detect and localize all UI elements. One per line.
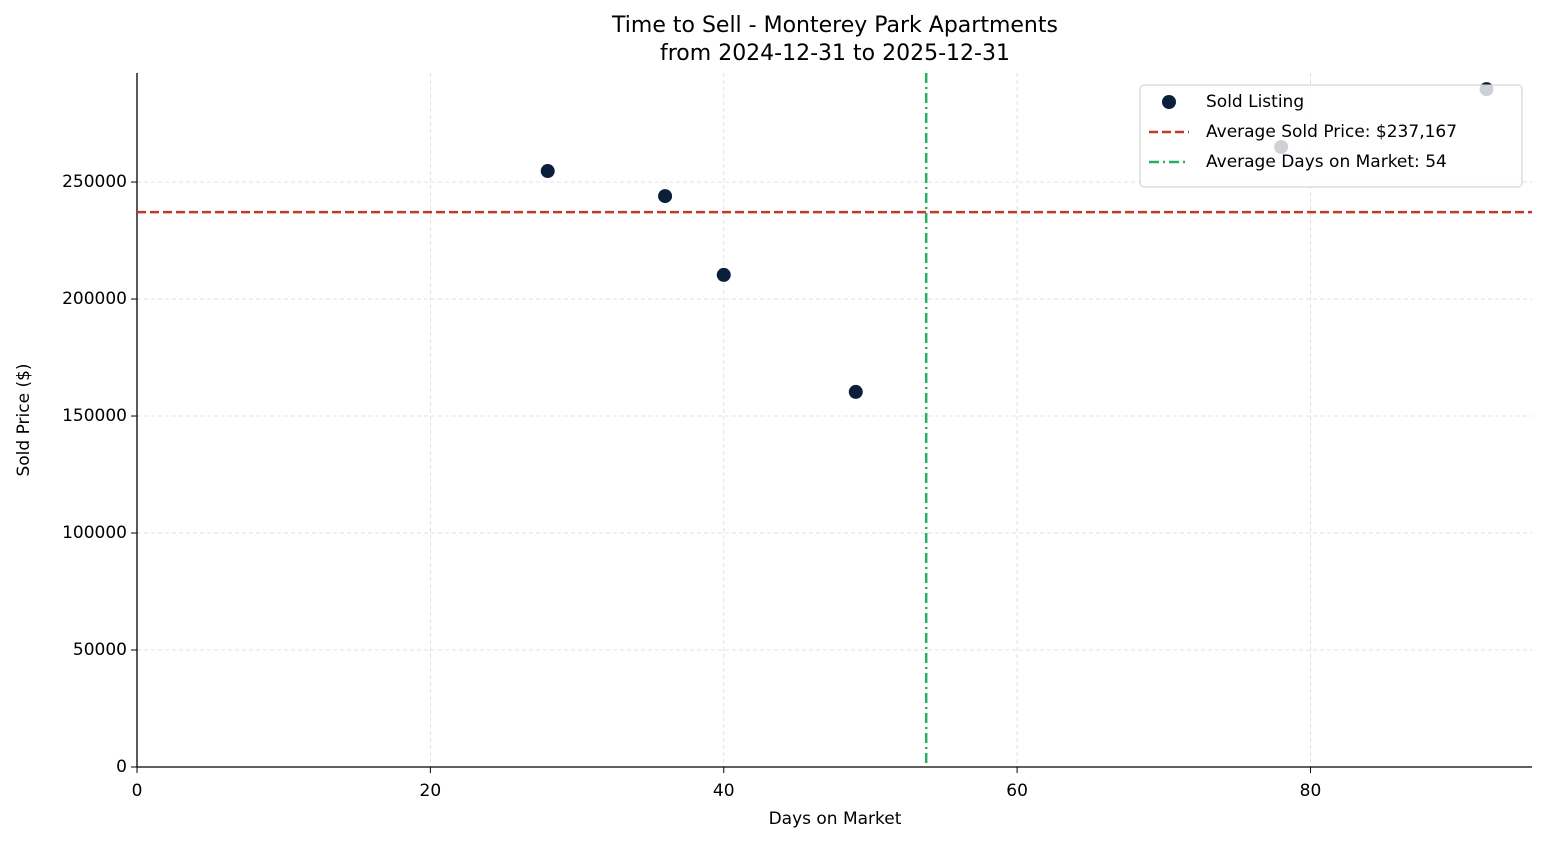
x-axis-label: Days on Market	[769, 809, 902, 829]
legend-marker	[1162, 95, 1176, 109]
y-tick-label: 150000	[62, 406, 127, 426]
data-point	[540, 164, 555, 179]
y-tick-label: 200000	[62, 289, 127, 309]
x-tick-label: 80	[1300, 781, 1322, 801]
y-tick-label: 100000	[62, 523, 127, 543]
y-axis-label: Sold Price ($)	[14, 363, 34, 476]
legend-box	[1139, 84, 1523, 188]
legend-label: Sold Listing	[1206, 92, 1304, 112]
y-tick-label: 50000	[73, 640, 127, 660]
x-tick-label: 60	[1006, 781, 1028, 801]
x-tick-label: 0	[132, 781, 143, 801]
legend: Sold Listing Average Sold Price: $237,167…	[1139, 84, 1523, 188]
data-point	[716, 267, 731, 282]
data-point	[658, 189, 673, 204]
y-tick-label: 250000	[62, 172, 127, 192]
x-tick-label: 20	[420, 781, 442, 801]
x-tick-label: 40	[713, 781, 735, 801]
chart-subtitle: from 2024-12-31 to 2025-12-31	[660, 41, 1010, 66]
legend-label: Average Sold Price: $237,167	[1206, 122, 1457, 142]
chart-title: Time to Sell - Monterey Park Apartments	[611, 13, 1058, 38]
data-point	[848, 384, 863, 399]
y-tick-label: 0	[116, 757, 127, 777]
legend-label: Average Days on Market: 54	[1206, 152, 1447, 172]
